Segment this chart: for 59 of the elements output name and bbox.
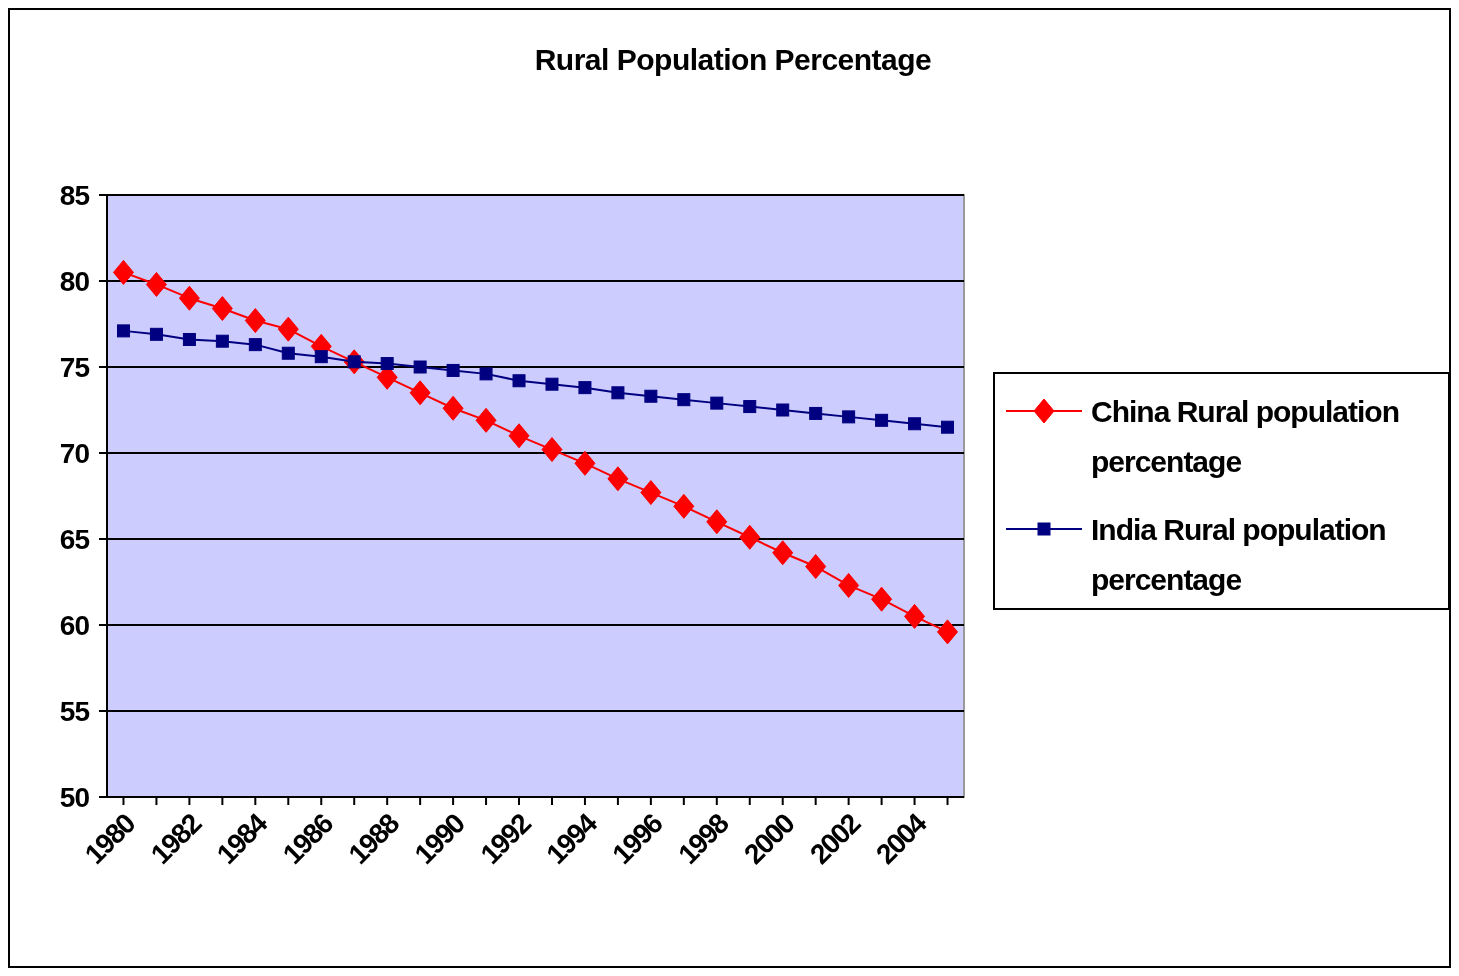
point — [145, 271, 167, 297]
point — [112, 259, 134, 285]
point — [937, 619, 959, 645]
point — [611, 386, 625, 400]
point — [211, 296, 233, 322]
point — [277, 316, 299, 342]
point — [479, 367, 493, 381]
point — [149, 327, 163, 341]
point — [743, 400, 757, 414]
point — [446, 363, 460, 377]
point — [640, 480, 662, 506]
point — [314, 350, 328, 364]
y-tick-label: 85 — [59, 179, 90, 211]
point — [710, 396, 724, 410]
point — [805, 554, 827, 580]
point — [706, 509, 728, 535]
point — [904, 603, 926, 629]
point — [116, 324, 130, 338]
point — [413, 360, 427, 374]
point — [578, 381, 592, 395]
point — [677, 393, 691, 407]
point — [244, 308, 266, 334]
y-tick-label: 50 — [59, 781, 90, 813]
point — [644, 389, 658, 403]
y-tick-label: 70 — [59, 437, 90, 469]
point — [842, 410, 856, 424]
point — [248, 338, 262, 352]
point — [739, 524, 761, 550]
y-tick-label: 55 — [59, 695, 90, 727]
point — [512, 374, 526, 388]
y-tick-label: 60 — [59, 609, 90, 641]
point — [182, 332, 196, 346]
point — [838, 572, 860, 598]
point — [673, 493, 695, 519]
point — [215, 334, 229, 348]
point — [178, 285, 200, 311]
point — [908, 417, 922, 431]
point — [442, 395, 464, 421]
point — [809, 406, 823, 420]
y-tick-label: 80 — [59, 265, 90, 297]
point — [574, 450, 596, 476]
point — [541, 437, 563, 463]
point — [772, 540, 794, 566]
point — [776, 403, 790, 417]
point — [475, 407, 497, 433]
point — [875, 413, 889, 427]
legend-label: China Rural population percentage — [1091, 394, 1399, 478]
point — [545, 377, 559, 391]
point — [871, 586, 893, 612]
chart-title: Rural Population Percentage — [534, 43, 932, 76]
legend-label: India Rural population percentage — [1091, 512, 1386, 596]
point — [409, 380, 431, 406]
point — [281, 346, 295, 360]
point — [607, 466, 629, 492]
point — [508, 423, 530, 449]
y-tick-label: 75 — [59, 351, 90, 383]
point — [941, 420, 955, 434]
point — [380, 357, 394, 371]
y-tick-label: 65 — [59, 523, 90, 555]
